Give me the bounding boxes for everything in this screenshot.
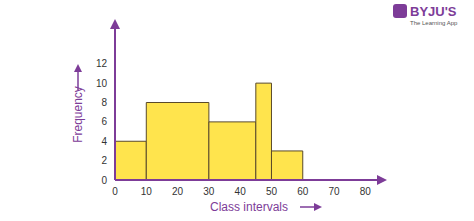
- svg-text:30: 30: [203, 186, 215, 197]
- svg-text:Class intervals: Class intervals: [210, 200, 288, 214]
- svg-text:70: 70: [328, 186, 340, 197]
- svg-text:10: 10: [141, 186, 153, 197]
- svg-text:80: 80: [360, 186, 372, 197]
- svg-text:10: 10: [96, 78, 108, 89]
- svg-text:50: 50: [266, 186, 278, 197]
- svg-text:0: 0: [101, 175, 107, 186]
- svg-text:12: 12: [96, 58, 108, 69]
- svg-text:Frequency: Frequency: [71, 86, 85, 143]
- svg-text:The Learning App: The Learning App: [410, 20, 458, 26]
- svg-text:8: 8: [101, 97, 107, 108]
- svg-text:60: 60: [297, 186, 309, 197]
- svg-text:40: 40: [235, 186, 247, 197]
- svg-text:4: 4: [101, 136, 107, 147]
- svg-text:BYJU'S: BYJU'S: [410, 4, 457, 19]
- svg-text:0: 0: [112, 186, 118, 197]
- svg-text:6: 6: [101, 116, 107, 127]
- svg-text:20: 20: [172, 186, 184, 197]
- svg-text:2: 2: [101, 155, 107, 166]
